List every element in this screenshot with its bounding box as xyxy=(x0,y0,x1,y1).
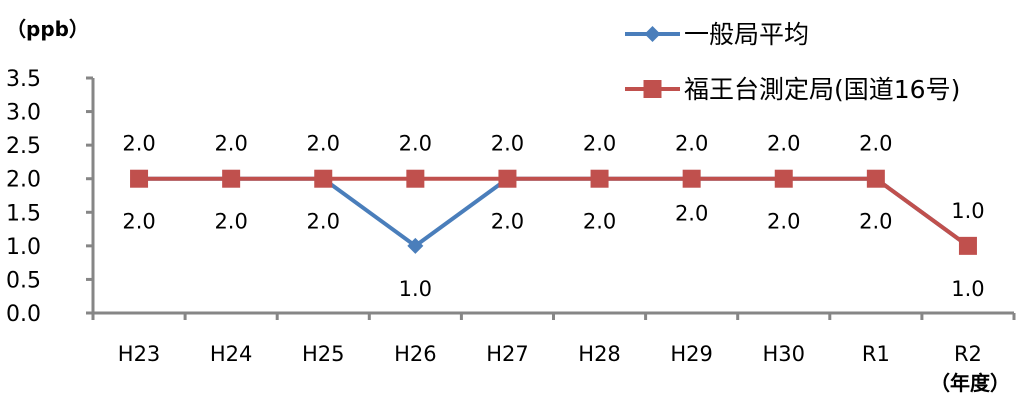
series-1-label: 2.0 xyxy=(675,202,708,226)
x-tick-label: H27 xyxy=(486,342,529,366)
series-line-2 xyxy=(139,176,970,248)
series-1-label: 2.0 xyxy=(583,210,616,234)
series-2-point xyxy=(314,169,333,188)
x-tick-label: H30 xyxy=(762,342,805,366)
series-2-point xyxy=(866,169,885,188)
y-tick-label: 1.5 xyxy=(6,201,41,226)
series-2-point xyxy=(498,169,517,188)
series-2-label: 2.0 xyxy=(675,132,708,156)
series-1-point xyxy=(407,237,424,254)
series-2-point xyxy=(406,169,425,188)
series-2-label: 1.0 xyxy=(951,199,984,223)
series-2-label: 2.0 xyxy=(859,132,892,156)
legend-label-1: 一般局平均 xyxy=(684,20,809,49)
series-2-label: 2.0 xyxy=(214,132,247,156)
series-1-label: 1.0 xyxy=(399,277,432,301)
legend-marker-2 xyxy=(643,80,662,98)
series-1-label: 2.0 xyxy=(859,210,892,234)
x-tick-label: R2 xyxy=(954,342,982,366)
series-2-point xyxy=(682,169,701,188)
series-2-point xyxy=(590,169,609,188)
x-unit-label: （年度） xyxy=(930,371,1010,395)
legend-label-2: 福王台測定局(国道16号) xyxy=(684,75,960,104)
series-1-label: 2.0 xyxy=(214,210,247,234)
series-2-label: 2.0 xyxy=(307,132,340,156)
x-tick-label: H25 xyxy=(302,342,345,366)
series-2-label: 2.0 xyxy=(122,132,155,156)
y-tick-label: 1.0 xyxy=(6,235,41,260)
series-1-label: 2.0 xyxy=(307,210,340,234)
series-2-point xyxy=(958,236,977,255)
series-layer xyxy=(130,169,977,255)
x-tick-label: H28 xyxy=(578,342,621,366)
legend-marker-1 xyxy=(644,26,661,42)
series-1-label: 1.0 xyxy=(951,277,984,301)
series-2-point xyxy=(130,169,149,188)
y-tick-label: 3.5 xyxy=(6,67,41,92)
x-tick-label: H26 xyxy=(394,342,437,366)
x-tick-label: H24 xyxy=(210,342,253,366)
series-2-label: 2.0 xyxy=(399,132,432,156)
y-tick-label: 0.0 xyxy=(6,302,41,327)
series-1-label: 2.0 xyxy=(491,210,524,234)
series-2-label: 2.0 xyxy=(767,132,800,156)
series-2-label: 2.0 xyxy=(583,132,616,156)
x-tick-label: H29 xyxy=(670,342,713,366)
series-1-label: 2.0 xyxy=(767,210,800,234)
series-line-1 xyxy=(139,176,970,248)
series-1-label: 2.0 xyxy=(122,210,155,234)
series-2-point xyxy=(222,169,241,188)
y-tick-label: 2.5 xyxy=(6,134,41,159)
y-tick-label: 2.0 xyxy=(6,168,41,193)
x-tick-label: R1 xyxy=(862,342,890,366)
y-tick-label: 0.5 xyxy=(6,268,41,293)
series-2-label: 2.0 xyxy=(491,132,524,156)
data-labels: 2.0 2.0 2.0 2.0 2.0 2.0 2.0 2.0 2.0 1.0 2.0 2.0 2.0 1… xyxy=(122,132,984,301)
axes: 0.0 0.5 1.0 1.5 2.0 2.5 3.0 3.5 H23 H24 H25 H26 H27 H… xyxy=(6,67,1016,366)
y-tick-label: 3.0 xyxy=(6,101,41,126)
y-unit-label: （ppb） xyxy=(6,17,89,41)
series-2-point xyxy=(774,169,793,188)
x-tick-label: H23 xyxy=(118,342,161,366)
